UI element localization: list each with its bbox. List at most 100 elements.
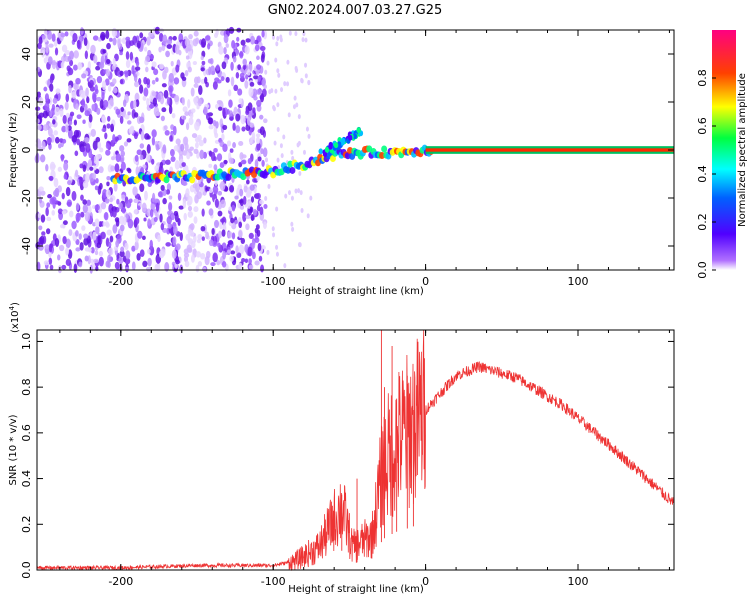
spectrogram-noise-mark — [144, 46, 148, 52]
spectrogram-noise-mark — [298, 170, 302, 176]
spectrogram-noise-mark — [258, 255, 263, 262]
spectrogram-noise-mark — [190, 108, 196, 114]
spectrogram-noise-mark — [51, 33, 56, 42]
spectrogram-noise-mark — [245, 223, 250, 231]
spectrogram-noise-mark — [162, 197, 167, 205]
spectrogram-noise-mark — [48, 43, 54, 48]
y-tick-label: 0 — [20, 147, 33, 154]
spectrogram-noise-mark — [92, 35, 99, 41]
spectrogram-noise-mark — [38, 244, 44, 251]
spectrogram-noise-mark — [194, 121, 200, 131]
spectrogram-noise-mark — [84, 255, 89, 262]
spectrogram-noise-mark — [63, 173, 68, 180]
spectrogram-noise-mark — [181, 162, 186, 167]
spectrogram-noise-mark — [206, 200, 211, 206]
spectrogram-noise-mark — [41, 34, 46, 40]
spectrogram-noise-mark — [103, 211, 109, 221]
spectrogram-noise-mark — [160, 115, 165, 122]
spectrogram-noise-mark — [112, 87, 118, 94]
spectrogram-noise-mark — [116, 198, 120, 205]
spectrogram-noise-mark — [213, 164, 218, 171]
spectrogram-noise-mark — [154, 264, 159, 271]
spectrogram-noise-mark — [286, 59, 290, 65]
spectrogram-noise-mark — [240, 237, 246, 244]
spectrogram-noise-mark — [60, 32, 66, 38]
spectrogram-noise-mark — [197, 261, 203, 267]
spectrogram-noise-mark — [164, 262, 170, 272]
spectrogram-noise-mark — [151, 91, 157, 97]
spectrogram-ridge-mark — [328, 143, 333, 150]
spectrogram-noise-mark — [221, 61, 227, 70]
spectrogram-noise-mark — [299, 190, 303, 196]
spectrogram-noise-mark — [48, 257, 53, 265]
spectrogram-noise-mark — [96, 96, 102, 102]
spectrogram-noise-mark — [246, 69, 251, 76]
spectrogram-noise-mark — [192, 61, 198, 66]
spectrogram-noise-mark — [239, 188, 244, 197]
snr-xlabel: Height of straight line (km) — [288, 584, 424, 595]
y-tick-label: 20 — [20, 95, 33, 109]
spectrogram-noise-mark — [141, 202, 147, 213]
spectrogram-noise-mark — [237, 64, 242, 71]
spectrogram-noise-mark — [158, 166, 162, 173]
spectrogram-noise-mark — [83, 233, 89, 239]
spectrogram-noise-mark — [139, 84, 144, 94]
spectrogram-noise-mark — [128, 126, 134, 135]
spectrogram-noise-mark — [242, 64, 247, 70]
spectrogram-noise-mark — [163, 125, 168, 131]
spectrogram-noise-mark — [111, 27, 118, 38]
spectrogram-noise-mark — [297, 188, 301, 194]
spectrogram-noise-mark — [163, 89, 169, 99]
spectrogram-noise-mark — [74, 150, 79, 157]
spectrogram-noise-mark — [276, 68, 280, 74]
spectrogram-noise-mark — [276, 102, 280, 108]
spectrogram-noise-mark — [115, 108, 121, 115]
y-tick-label: 0.0 — [20, 561, 33, 579]
spectrogram-noise-mark — [185, 188, 190, 198]
spectrogram-noise-mark — [252, 177, 257, 183]
spectrogram-noise-mark — [190, 87, 195, 97]
spectrogram-marks — [34, 26, 674, 274]
spectrogram-noise-mark — [240, 39, 246, 46]
spectrogram-noise-mark — [43, 86, 48, 92]
spectrogram-noise-mark — [212, 185, 219, 195]
spectrogram-noise-mark — [268, 89, 272, 95]
spectrogram-noise-mark — [232, 122, 236, 131]
spectrogram-noise-mark — [38, 112, 45, 118]
spectrogram-noise-mark — [141, 235, 146, 241]
spectrogram-noise-mark — [57, 254, 61, 261]
spectrogram-noise-mark — [111, 156, 115, 161]
spectrogram-noise-mark — [160, 223, 165, 231]
spectrogram-noise-mark — [200, 253, 206, 260]
spectrogram-noise-mark — [63, 161, 69, 171]
spectrogram-noise-mark — [282, 134, 286, 140]
y-tick-label: 0.2 — [20, 516, 33, 534]
spectrogram-noise-mark — [73, 64, 78, 71]
spectrogram-noise-mark — [109, 235, 114, 243]
spectrogram-noise-mark — [76, 39, 81, 49]
spectrogram-noise-mark — [112, 57, 116, 67]
spectrogram-noise-mark — [263, 204, 268, 209]
spectrogram-noise-mark — [211, 227, 215, 235]
spectrogram-noise-mark — [91, 104, 95, 112]
spectrogram-noise-mark — [246, 187, 252, 197]
spectrogram-noise-mark — [115, 239, 120, 248]
spectrogram-noise-mark — [88, 247, 92, 253]
spectrogram-noise-mark — [210, 65, 216, 76]
spectrogram-noise-mark — [246, 179, 250, 185]
spectrogram-noise-mark — [217, 210, 223, 217]
spectrogram-noise-mark — [77, 62, 83, 70]
spectrogram-noise-mark — [134, 66, 141, 71]
spectrogram-noise-mark — [182, 150, 188, 156]
spectrogram-noise-mark — [117, 38, 121, 49]
spectrogram-noise-mark — [253, 95, 258, 101]
spectrogram-noise-mark — [239, 72, 245, 79]
spectrogram-noise-mark — [169, 135, 173, 142]
spectrogram-noise-mark — [199, 149, 205, 160]
spectrogram-noise-mark — [166, 216, 172, 225]
spectrogram-noise-mark — [142, 260, 148, 268]
spectrogram-noise-mark — [100, 31, 106, 41]
spectrogram-noise-mark — [238, 221, 243, 229]
spectrogram-noise-mark — [264, 196, 268, 202]
